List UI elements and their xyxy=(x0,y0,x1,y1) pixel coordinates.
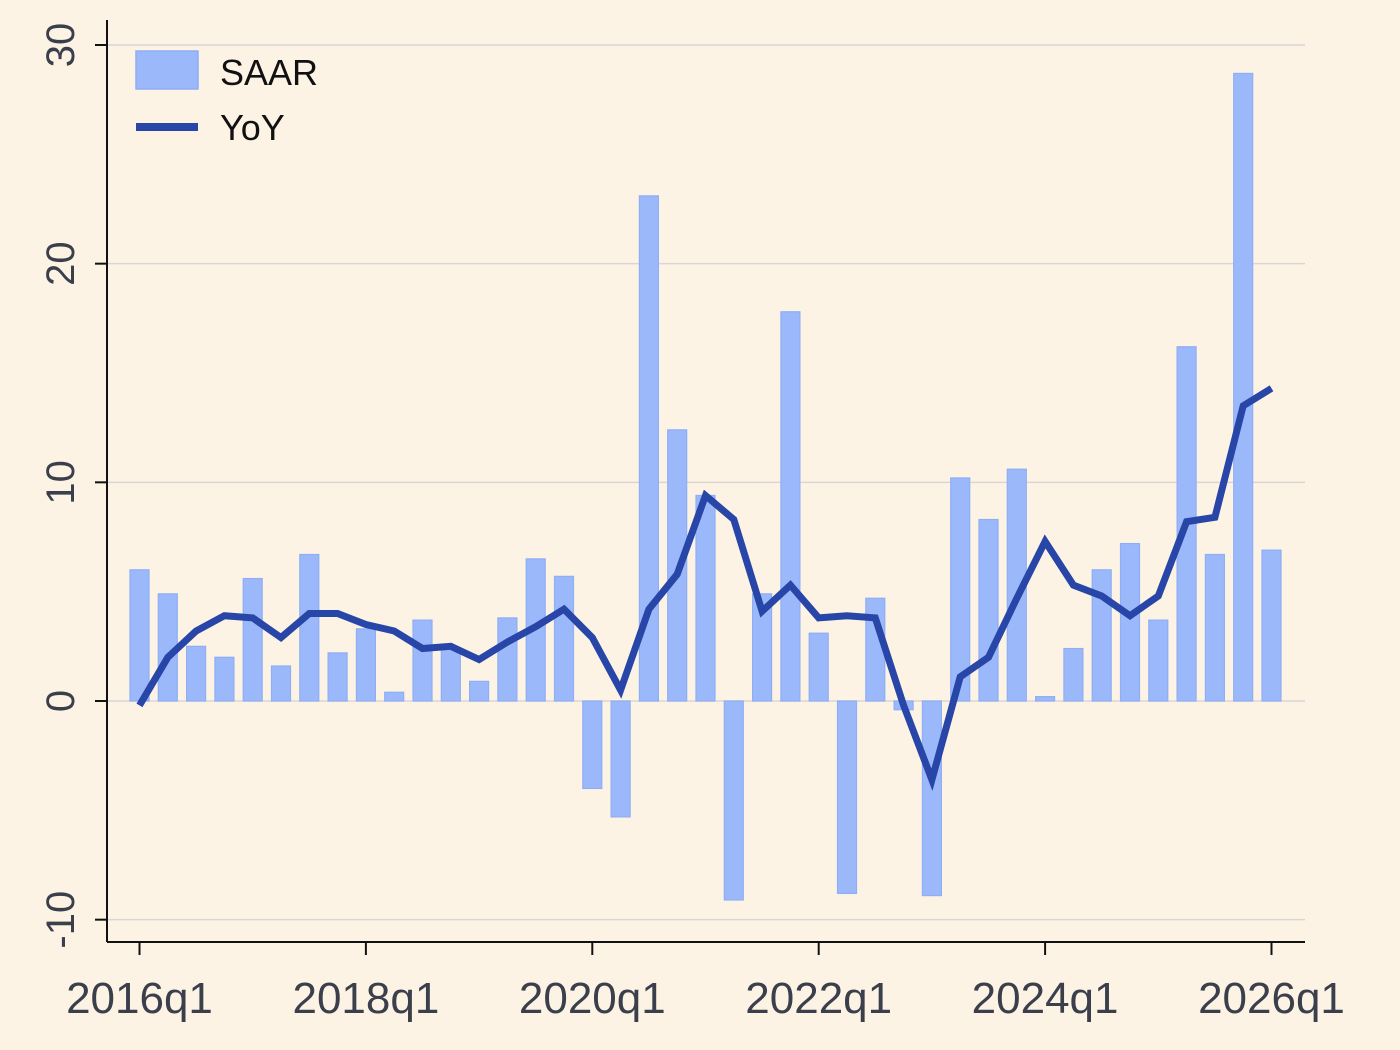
saar-bars xyxy=(129,72,1282,901)
saar-bar xyxy=(412,619,433,702)
saar-bar xyxy=(355,628,376,702)
x-tick-label: 2020q1 xyxy=(519,974,666,1023)
legend-label-yoy: YoY xyxy=(220,107,285,148)
saar-bar xyxy=(582,700,603,790)
saar-bar xyxy=(978,518,999,702)
saar-bar xyxy=(1148,619,1169,702)
saar-bar xyxy=(270,665,292,702)
saar-bar xyxy=(921,700,943,897)
y-tick-label: 20 xyxy=(39,241,83,286)
saar-bar xyxy=(723,700,744,901)
saar-bar xyxy=(780,311,801,702)
saar-bar xyxy=(836,700,858,895)
saar-bar xyxy=(950,477,971,702)
x-tick-label: 2016q1 xyxy=(66,974,213,1023)
saar-bar xyxy=(1063,647,1084,702)
saar-bar xyxy=(129,569,150,702)
saar-bar xyxy=(610,700,631,818)
saar-bar xyxy=(242,577,263,702)
x-ticks: 2016q1 2018q1 2020q1 2022q1 2024q1 2026q1 xyxy=(66,942,1345,1023)
saar-bar xyxy=(553,575,575,702)
legend-swatch-saar xyxy=(135,50,199,90)
saar-bar xyxy=(1261,549,1282,702)
saar-bar xyxy=(1233,72,1254,702)
saar-bar xyxy=(384,691,405,702)
saar-bar xyxy=(638,195,660,702)
yoy-line xyxy=(136,385,1274,791)
saar-bar xyxy=(214,656,235,702)
saar-bar xyxy=(1034,696,1056,702)
saar-bar xyxy=(186,645,207,702)
saar-bar xyxy=(808,632,829,702)
axes xyxy=(106,20,1305,943)
saar-bar xyxy=(1091,569,1112,702)
saar-bar xyxy=(440,647,461,702)
saar-bar xyxy=(695,494,716,702)
saar-bar xyxy=(299,553,320,702)
saar-bar xyxy=(469,680,490,702)
x-tick-label: 2026q1 xyxy=(1198,974,1345,1023)
saar-bar xyxy=(751,593,773,702)
y-tick-label: -10 xyxy=(39,891,83,949)
y-ticks: -10 0 10 20 30 xyxy=(39,23,107,949)
x-tick-label: 2024q1 xyxy=(972,974,1119,1023)
saar-bar xyxy=(1204,553,1226,702)
yoy-line-layer xyxy=(136,385,1274,791)
saar-bar xyxy=(1119,542,1141,702)
legend-label-saar: SAAR xyxy=(220,52,318,93)
legend: SAAR YoY xyxy=(135,50,318,148)
x-tick-label: 2018q1 xyxy=(292,974,439,1023)
y-tick-label: 30 xyxy=(39,23,83,68)
saar-bar xyxy=(327,652,348,702)
saar-bar xyxy=(497,617,518,702)
y-tick-label: 0 xyxy=(39,690,83,712)
x-tick-label: 2022q1 xyxy=(745,974,892,1023)
y-tick-label: 10 xyxy=(39,460,83,505)
